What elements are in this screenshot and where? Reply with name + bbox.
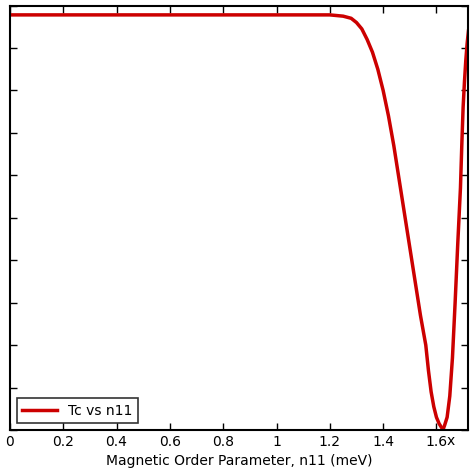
- Tc vs n11: [167, 12, 173, 18]
- Tc vs n11: [412, 279, 418, 284]
- Tc vs n11: [314, 12, 319, 18]
- Tc vs n11: [247, 12, 253, 18]
- Line: Tc vs n11: Tc vs n11: [10, 15, 443, 429]
- Tc vs n11: [426, 368, 431, 374]
- Tc vs n11: [34, 12, 39, 18]
- Tc vs n11: [287, 12, 292, 18]
- Tc vs n11: [386, 113, 392, 119]
- Tc vs n11: [7, 12, 13, 18]
- Tc vs n11: [114, 12, 119, 18]
- Tc vs n11: [273, 12, 279, 18]
- Tc vs n11: [340, 13, 346, 19]
- Tc vs n11: [327, 12, 333, 18]
- Tc vs n11: [428, 389, 434, 395]
- Tc vs n11: [401, 211, 407, 217]
- Tc vs n11: [375, 66, 381, 72]
- Tc vs n11: [301, 12, 306, 18]
- Tc vs n11: [370, 49, 375, 55]
- Tc vs n11: [359, 26, 365, 32]
- Tc vs n11: [391, 143, 397, 148]
- Tc vs n11: [436, 421, 442, 427]
- X-axis label: Magnetic Order Parameter, n11 (meV): Magnetic Order Parameter, n11 (meV): [106, 455, 373, 468]
- Tc vs n11: [348, 16, 354, 21]
- Tc vs n11: [434, 414, 439, 420]
- Tc vs n11: [431, 404, 437, 410]
- Tc vs n11: [60, 12, 66, 18]
- Tc vs n11: [354, 20, 359, 26]
- Tc vs n11: [140, 12, 146, 18]
- Tc vs n11: [220, 12, 226, 18]
- Tc vs n11: [20, 12, 26, 18]
- Tc vs n11: [423, 342, 428, 348]
- Tc vs n11: [380, 88, 386, 93]
- Tc vs n11: [418, 312, 423, 318]
- Text: x: x: [447, 434, 455, 448]
- Tc vs n11: [440, 426, 446, 432]
- Tc vs n11: [439, 425, 445, 431]
- Tc vs n11: [87, 12, 93, 18]
- Tc vs n11: [194, 12, 200, 18]
- Tc vs n11: [407, 245, 413, 250]
- Tc vs n11: [365, 36, 370, 42]
- Tc vs n11: [396, 177, 402, 182]
- Legend: Tc vs n11: Tc vs n11: [17, 398, 138, 423]
